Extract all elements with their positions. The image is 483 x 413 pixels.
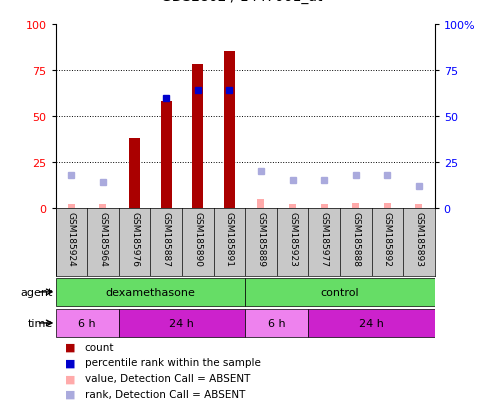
Text: ■: ■ [65, 342, 76, 352]
Bar [131, 205, 138, 209]
Text: rank, Detection Call = ABSENT: rank, Detection Call = ABSENT [85, 389, 245, 399]
Text: 24 h: 24 h [359, 318, 384, 328]
Bar [163, 205, 170, 209]
Bar [352, 203, 359, 209]
Bar [224, 52, 235, 209]
Text: 24 h: 24 h [170, 318, 194, 328]
Bar [308, 309, 435, 337]
Text: GSM185891: GSM185891 [225, 212, 234, 267]
Text: ■: ■ [65, 389, 76, 399]
Text: value, Detection Call = ABSENT: value, Detection Call = ABSENT [85, 373, 250, 383]
Bar [192, 65, 203, 209]
Text: ■: ■ [65, 373, 76, 383]
Bar [56, 309, 119, 337]
Text: dexamethasone: dexamethasone [105, 287, 195, 297]
Text: GDS2802 / 1447061_at: GDS2802 / 1447061_at [161, 0, 322, 4]
Bar [56, 278, 245, 306]
Text: GSM185923: GSM185923 [288, 212, 297, 267]
Text: time: time [28, 318, 53, 328]
Bar [119, 309, 245, 337]
Text: GSM185964: GSM185964 [99, 212, 107, 267]
Text: control: control [321, 287, 359, 297]
Text: 6 h: 6 h [78, 318, 96, 328]
Bar [129, 139, 140, 209]
Bar [415, 205, 422, 209]
Text: ■: ■ [65, 358, 76, 368]
Bar [257, 199, 264, 209]
Bar [194, 205, 201, 209]
Text: agent: agent [21, 287, 53, 297]
Text: GSM185887: GSM185887 [162, 212, 170, 267]
Bar [161, 102, 171, 209]
Bar [321, 205, 327, 209]
Text: percentile rank within the sample: percentile rank within the sample [85, 358, 260, 368]
Text: count: count [85, 342, 114, 352]
Text: GSM185888: GSM185888 [351, 212, 360, 267]
Text: 6 h: 6 h [268, 318, 285, 328]
Bar [99, 205, 106, 209]
Text: GSM185924: GSM185924 [67, 212, 76, 266]
Bar [245, 309, 308, 337]
Bar [226, 205, 233, 209]
Text: GSM185893: GSM185893 [414, 212, 424, 267]
Bar [245, 278, 435, 306]
Bar [289, 205, 296, 209]
Bar [384, 203, 391, 209]
Text: GSM185889: GSM185889 [256, 212, 266, 267]
Text: GSM185976: GSM185976 [130, 212, 139, 267]
Text: GSM185890: GSM185890 [193, 212, 202, 267]
Bar [68, 205, 75, 209]
Text: GSM185892: GSM185892 [383, 212, 392, 267]
Text: GSM185977: GSM185977 [320, 212, 328, 267]
